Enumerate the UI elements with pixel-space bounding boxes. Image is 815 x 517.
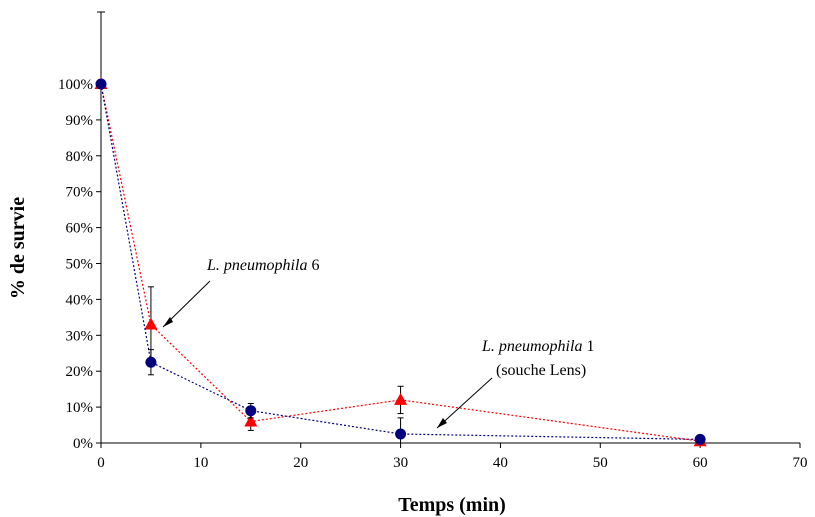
data-point-circle	[95, 78, 107, 90]
y-tick-label: 30%	[66, 328, 94, 344]
y-tick-label: 10%	[66, 400, 94, 416]
y-axis-title: % de survie	[7, 197, 29, 299]
y-tick-label: 40%	[66, 292, 94, 308]
data-point-circle	[694, 433, 706, 445]
y-tick-labels: 0% 10% 20% 30% 40% 50% 60% 70% 80% 90% 100%	[58, 77, 93, 452]
x-tick-label: 30	[393, 455, 408, 471]
y-tick-label: 80%	[66, 149, 94, 165]
annotation-l-pneumophila-1: L. pneumophila 1 (souche Lens)	[436, 338, 594, 429]
annotation-label: L. pneumophila 6	[206, 257, 319, 274]
data-point-circle	[145, 356, 157, 368]
y-tick-label: 50%	[66, 257, 94, 273]
data-point-circle	[245, 405, 257, 417]
x-tick-label: 0	[97, 455, 105, 471]
x-tick-label: 10	[193, 455, 208, 471]
data-point-triangle	[394, 392, 408, 405]
series-circle-blue	[95, 78, 706, 445]
annotation-arrow	[436, 377, 493, 429]
data-point-triangle	[144, 317, 158, 330]
annotation-l-pneumophila-6: L. pneumophila 6	[162, 257, 319, 328]
y-tick-label: 100%	[58, 77, 93, 93]
y-tick-label: 20%	[66, 364, 94, 380]
y-tick-label: 0%	[73, 436, 93, 452]
arrow-head	[163, 317, 173, 327]
y-tick-label: 70%	[66, 185, 94, 201]
data-point-triangle	[244, 414, 258, 427]
series-triangle-red	[94, 77, 707, 447]
x-tick-label: 50	[593, 455, 608, 471]
data-point-circle	[395, 428, 407, 440]
x-tick-label: 70	[793, 455, 808, 471]
x-tick-labels: 0 10 20 30 40 50 60 70	[97, 455, 807, 471]
x-tick-label: 60	[693, 455, 708, 471]
series-layer	[94, 77, 707, 447]
x-axis-title: Temps (min)	[398, 494, 506, 516]
annotation-label: L. pneumophila 1	[481, 338, 594, 355]
axes	[96, 11, 801, 448]
x-tick-label: 40	[493, 455, 508, 471]
annotation-sublabel: (souche Lens)	[496, 362, 586, 379]
y-tick-label: 60%	[66, 221, 94, 237]
x-tick-label: 20	[293, 455, 308, 471]
y-tick-label: 90%	[66, 113, 94, 129]
arrow-head	[437, 418, 447, 428]
